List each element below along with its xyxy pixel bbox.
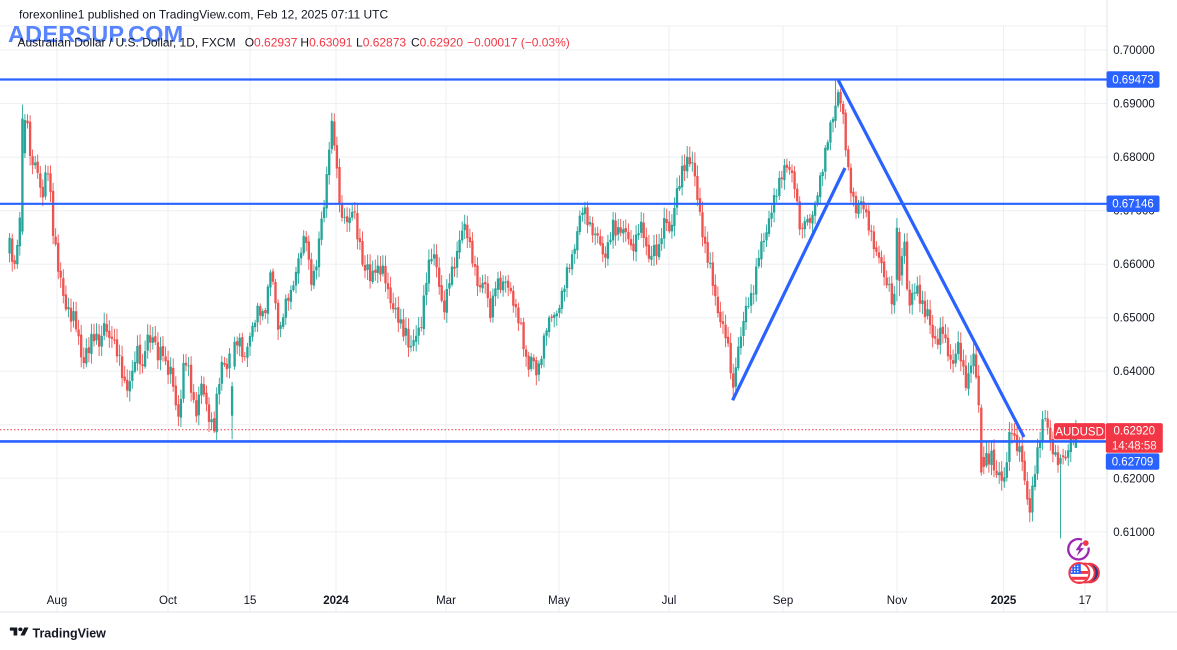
svg-text:−0.00017 (−0.03%): −0.00017 (−0.03%) bbox=[467, 36, 570, 50]
svg-text:forexonline1 published on Trad: forexonline1 published on TradingView.co… bbox=[19, 8, 388, 22]
svg-text:ADERSUP.COM: ADERSUP.COM bbox=[8, 21, 183, 47]
svg-text:L0.62873: L0.62873 bbox=[356, 36, 406, 50]
svg-text:Australian Dollar / U.S. Dolla: Australian Dollar / U.S. Dollar, 1D, FXC… bbox=[18, 36, 236, 50]
svg-text:14:48:58: 14:48:58 bbox=[1112, 441, 1157, 453]
svg-text:0.69473: 0.69473 bbox=[1112, 74, 1154, 86]
svg-text:0.68000: 0.68000 bbox=[1113, 152, 1155, 164]
svg-text:C0.62920: C0.62920 bbox=[411, 36, 463, 50]
svg-text:0.65000: 0.65000 bbox=[1113, 313, 1155, 325]
svg-text:0.62709: 0.62709 bbox=[1112, 457, 1154, 469]
svg-text:Oct: Oct bbox=[159, 595, 178, 607]
svg-text:0.64000: 0.64000 bbox=[1113, 366, 1155, 378]
svg-text:0.67146: 0.67146 bbox=[1112, 199, 1154, 211]
svg-text:0.62000: 0.62000 bbox=[1113, 473, 1155, 485]
svg-text:Nov: Nov bbox=[887, 595, 908, 607]
svg-text:TradingView: TradingView bbox=[33, 626, 107, 640]
svg-text:2024: 2024 bbox=[323, 595, 349, 607]
svg-text:0.66000: 0.66000 bbox=[1113, 259, 1155, 271]
svg-text:0.70000: 0.70000 bbox=[1113, 45, 1155, 57]
svg-text:15: 15 bbox=[244, 595, 257, 607]
svg-text:O0.62937: O0.62937 bbox=[245, 36, 298, 50]
svg-text:Aug: Aug bbox=[47, 595, 67, 607]
svg-text:AUDUSD: AUDUSD bbox=[1055, 426, 1104, 438]
svg-text:Jul: Jul bbox=[662, 595, 677, 607]
svg-text:0.69000: 0.69000 bbox=[1113, 99, 1155, 111]
svg-text:0.61000: 0.61000 bbox=[1113, 527, 1155, 539]
svg-text:Sep: Sep bbox=[773, 595, 793, 607]
svg-text:H0.63091: H0.63091 bbox=[300, 36, 352, 50]
svg-text:2025: 2025 bbox=[991, 595, 1017, 607]
svg-text:May: May bbox=[548, 595, 570, 607]
svg-text:17: 17 bbox=[1079, 595, 1092, 607]
svg-text:Mar: Mar bbox=[436, 595, 456, 607]
svg-text:0.62920: 0.62920 bbox=[1114, 426, 1156, 438]
